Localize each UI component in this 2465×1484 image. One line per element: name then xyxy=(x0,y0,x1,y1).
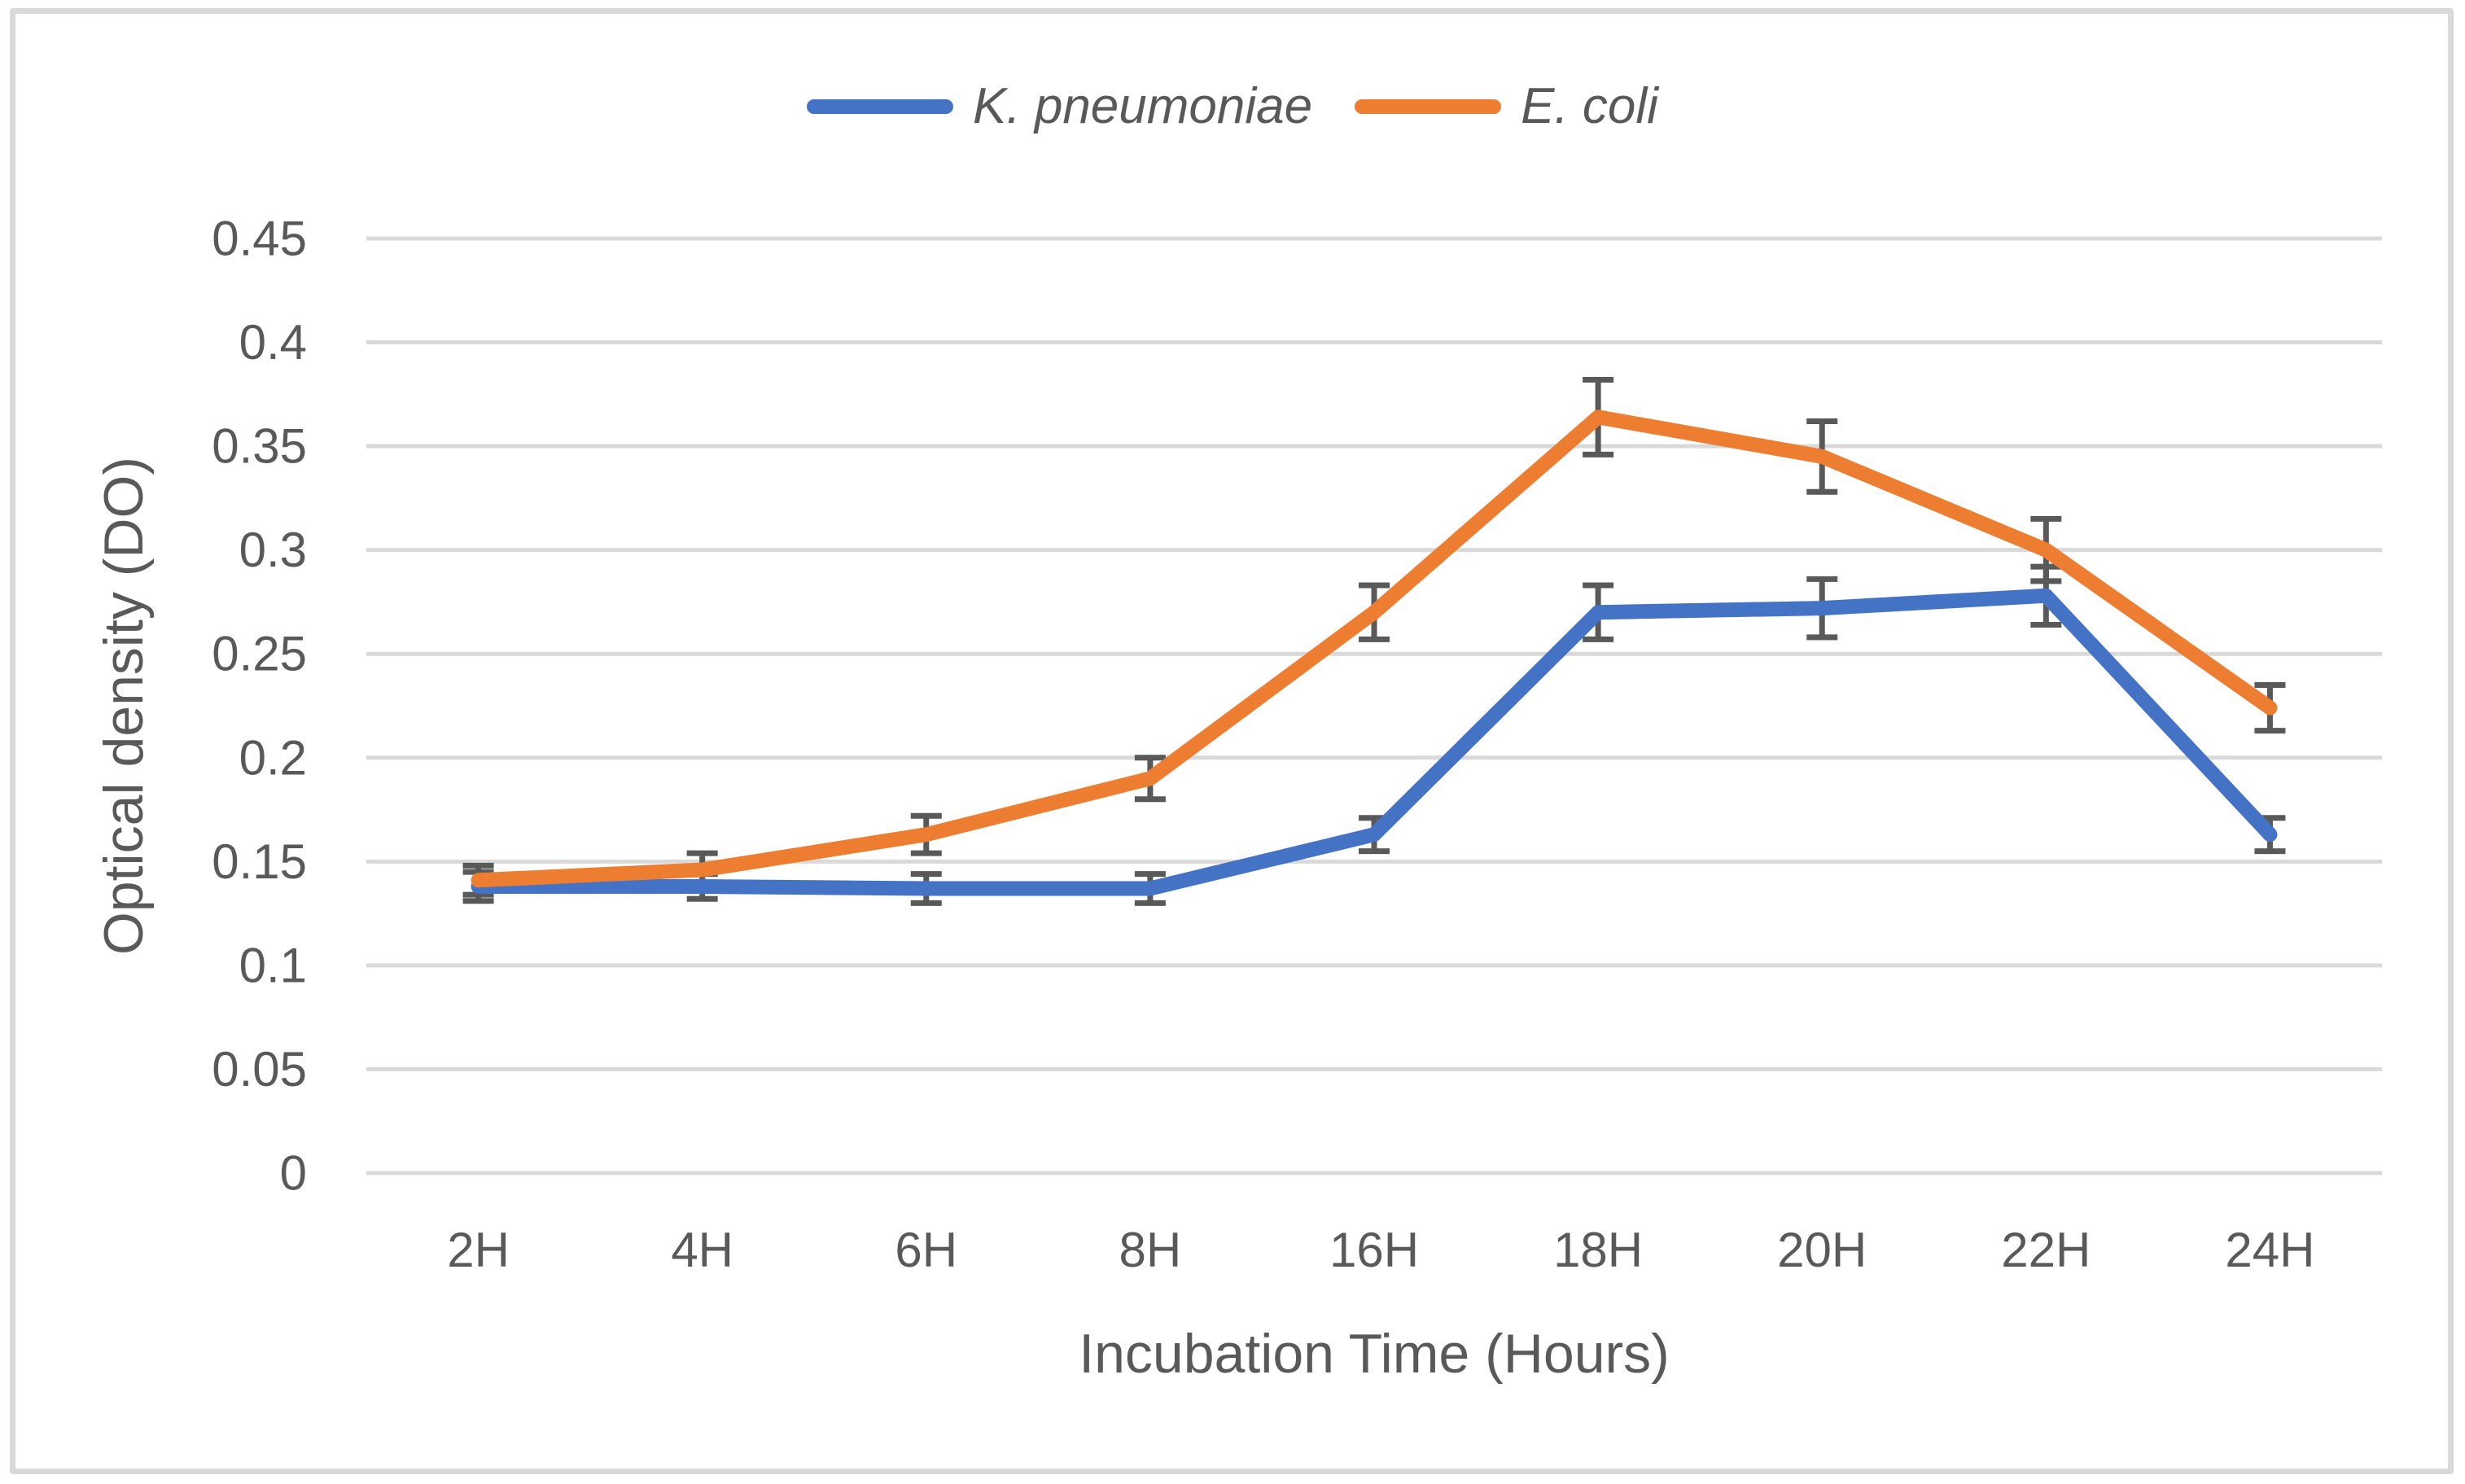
x-axis-title: Incubation Time (Hours) xyxy=(1079,1323,1670,1385)
y-axis-title: Optical density (DO) xyxy=(93,456,155,956)
x-tick-label: 24H xyxy=(2225,1223,2314,1277)
y-tick-label: 0.45 xyxy=(212,212,307,266)
y-tick-label: 0.05 xyxy=(212,1042,307,1097)
x-tick-label: 4H xyxy=(671,1223,733,1277)
y-tick-label: 0.2 xyxy=(239,730,307,785)
legend-label-k-pneumoniae: K. pneumoniae xyxy=(973,78,1313,134)
x-tick-label: 6H xyxy=(895,1223,957,1277)
y-tick-label: 0.1 xyxy=(239,938,307,992)
legend-item-k-pneumoniae: K. pneumoniae xyxy=(807,77,1312,135)
series-line-k-pneumoniae xyxy=(471,588,2278,896)
y-tick-label: 0.4 xyxy=(239,315,307,370)
x-tick-label: 22H xyxy=(2001,1223,2091,1277)
y-tick-label: 0.3 xyxy=(239,523,307,577)
legend-swatch-k-pneumoniae xyxy=(807,98,954,114)
x-tick-label: 2H xyxy=(447,1223,510,1277)
legend-item-e-coli: E. coli xyxy=(1355,77,1658,135)
y-tick-label: 0 xyxy=(280,1146,307,1201)
legend: K. pneumoniae E. coli xyxy=(0,77,2465,135)
x-tick-label: 20H xyxy=(1777,1223,1867,1277)
y-tick-label: 0.35 xyxy=(212,419,307,474)
legend-swatch-e-coli xyxy=(1355,98,1502,114)
x-tick-label: 8H xyxy=(1119,1223,1182,1277)
y-tick-label: 0.25 xyxy=(212,627,307,681)
x-tick-label: 18H xyxy=(1553,1223,1643,1277)
y-tick-label: 0.15 xyxy=(212,834,307,889)
x-tick-label: 16H xyxy=(1329,1223,1419,1277)
legend-label-e-coli: E. coli xyxy=(1521,78,1658,134)
series-line-e-coli xyxy=(471,409,2278,888)
